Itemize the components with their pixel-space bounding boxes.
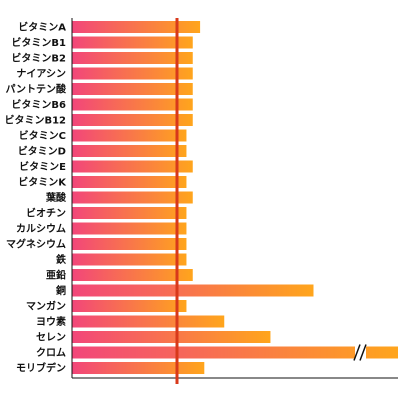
bar-0 xyxy=(72,21,201,33)
bar-3 xyxy=(72,67,193,80)
category-label-0: ビタミンA xyxy=(18,21,66,34)
bar-5 xyxy=(72,98,193,111)
bar-14 xyxy=(72,238,187,250)
bar-17 xyxy=(72,284,314,297)
bar-10 xyxy=(72,176,187,188)
bar-19 xyxy=(72,315,225,328)
category-label-21: クロム xyxy=(36,347,66,359)
axis-break-mark-0 xyxy=(353,344,361,361)
category-label-22: モリブデン xyxy=(16,362,66,375)
category-label-1: ビタミンB1 xyxy=(11,36,66,49)
bar-4 xyxy=(72,83,193,95)
category-label-9: ビタミンE xyxy=(19,160,66,173)
category-label-5: ビタミンB6 xyxy=(11,98,66,111)
bar-21 xyxy=(72,346,398,359)
bar-9 xyxy=(72,160,193,173)
category-label-2: ビタミンB2 xyxy=(11,52,66,65)
category-label-4: パントテン酸 xyxy=(6,83,67,96)
category-label-3: ナイアシン xyxy=(16,68,66,80)
axis-break-mark-1 xyxy=(359,344,367,361)
bar-16 xyxy=(72,269,193,281)
category-label-11: 葉酸 xyxy=(45,191,67,204)
bars-group xyxy=(72,21,398,374)
bar-13 xyxy=(72,222,187,235)
category-label-19: ヨウ素 xyxy=(36,315,66,328)
bar-2 xyxy=(72,52,193,64)
category-label-17: 銅 xyxy=(56,284,66,297)
bar-12 xyxy=(72,207,187,219)
axes-group xyxy=(71,18,398,384)
bar-20 xyxy=(72,331,271,343)
category-label-7: ビタミンC xyxy=(19,129,66,142)
category-label-16: 亜鉛 xyxy=(46,269,66,282)
category-label-8: ビタミンD xyxy=(18,145,66,158)
bar-7 xyxy=(72,129,187,142)
axis-break-gap xyxy=(355,345,366,360)
bar-6 xyxy=(72,114,193,126)
bar-22 xyxy=(72,362,205,374)
bar-11 xyxy=(72,191,193,204)
category-label-6: ビタミンB12 xyxy=(4,114,66,127)
bar-1 xyxy=(72,36,193,49)
category-label-12: ビオチン xyxy=(26,207,66,220)
category-label-20: セレン xyxy=(36,332,66,344)
bar-15 xyxy=(72,253,187,266)
bar-8 xyxy=(72,145,187,157)
category-label-15: 鉄 xyxy=(56,253,66,266)
category-label-13: カルシウム xyxy=(16,223,66,235)
bar-18 xyxy=(72,300,187,312)
category-label-18: マンガン xyxy=(26,300,66,313)
category-label-14: マグネシウム xyxy=(6,238,66,251)
category-label-10: ビタミンK xyxy=(18,176,67,189)
